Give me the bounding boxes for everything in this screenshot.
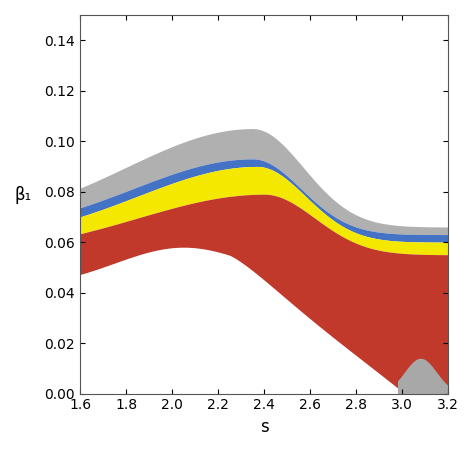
Y-axis label: β₁: β₁ xyxy=(15,186,32,204)
X-axis label: s: s xyxy=(260,418,268,436)
